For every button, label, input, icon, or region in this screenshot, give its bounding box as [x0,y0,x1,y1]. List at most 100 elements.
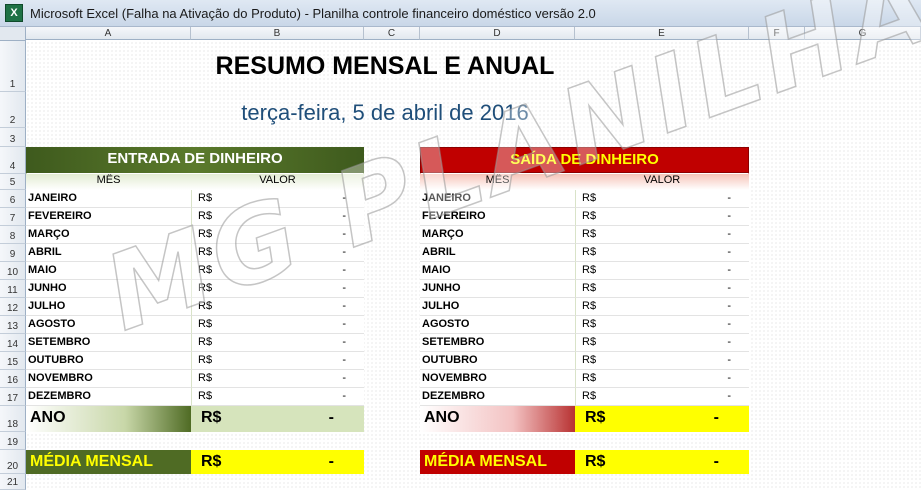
saida-month-4[interactable]: MAIO [420,262,575,280]
entrada-amount-8: - [342,336,346,348]
saida-header[interactable]: SAÍDA DE DINHEIRO [420,147,749,173]
saida-col-valor[interactable]: VALOR [575,174,749,190]
row-header-15[interactable]: 15 [0,352,26,370]
saida-value-10[interactable]: R$ - [575,370,749,388]
saida-month-9[interactable]: OUTUBRO [420,352,575,370]
excel-app-icon[interactable]: X [5,4,23,22]
column-header-g[interactable]: G [805,27,921,40]
entrada-value-6[interactable]: R$ - [191,298,364,316]
saida-ano-value[interactable]: R$ - [575,406,749,432]
saida-media-value[interactable]: R$ - [575,450,749,474]
entrada-month-2[interactable]: MARÇO [26,226,191,244]
column-header-c[interactable]: C [364,27,420,40]
entrada-value-5[interactable]: R$ - [191,280,364,298]
row-header-9[interactable]: 9 [0,244,26,262]
row-header-1[interactable]: 1 [0,41,26,92]
entrada-value-3[interactable]: R$ - [191,244,364,262]
entrada-currency-9: R$ [198,354,213,366]
saida-value-5[interactable]: R$ - [575,280,749,298]
saida-value-1[interactable]: R$ - [575,208,749,226]
entrada-ano-value[interactable]: R$ - [191,406,364,432]
entrada-value-11[interactable]: R$ - [191,388,364,406]
saida-value-7[interactable]: R$ - [575,316,749,334]
saida-value-3[interactable]: R$ - [575,244,749,262]
row-header-17[interactable]: 17 [0,388,26,406]
entrada-col-mes[interactable]: MÊS [26,174,191,190]
row-header-2[interactable]: 2 [0,92,26,128]
saida-month-6[interactable]: JULHO [420,298,575,316]
entrada-month-0[interactable]: JANEIRO [26,190,191,208]
entrada-value-2[interactable]: R$ - [191,226,364,244]
entrada-value-7[interactable]: R$ - [191,316,364,334]
saida-amount-2: - [727,228,731,240]
saida-col-mes[interactable]: MÊS [420,174,575,190]
entrada-ano-label[interactable]: ANO [26,406,191,432]
row-header-13[interactable]: 13 [0,316,26,334]
row-header-7[interactable]: 7 [0,208,26,226]
sheet-title[interactable]: RESUMO MENSAL E ANUAL [215,52,555,80]
entrada-month-5[interactable]: JUNHO [26,280,191,298]
saida-value-6[interactable]: R$ - [575,298,749,316]
saida-month-7[interactable]: AGOSTO [420,316,575,334]
saida-value-8[interactable]: R$ - [575,334,749,352]
row-header-6[interactable]: 6 [0,190,26,208]
entrada-month-8[interactable]: SETEMBRO [26,334,191,352]
entrada-col-valor[interactable]: VALOR [191,174,364,190]
row-header-18[interactable]: 18 [0,406,26,432]
saida-month-0[interactable]: JANEIRO [420,190,575,208]
row-header-16[interactable]: 16 [0,370,26,388]
entrada-media-label[interactable]: MÉDIA MENSAL [26,450,191,474]
row-header-8[interactable]: 8 [0,226,26,244]
entrada-month-3[interactable]: ABRIL [26,244,191,262]
window-title-bar[interactable]: X Microsoft Excel (Falha na Ativação do … [0,0,921,27]
saida-amount-9: - [727,354,731,366]
entrada-month-9[interactable]: OUTUBRO [26,352,191,370]
row-header-12[interactable]: 12 [0,298,26,316]
entrada-value-0[interactable]: R$ - [191,190,364,208]
saida-month-8[interactable]: SETEMBRO [420,334,575,352]
saida-month-1[interactable]: FEVEREIRO [420,208,575,226]
row-header-5[interactable]: 5 [0,174,26,190]
saida-value-0[interactable]: R$ - [575,190,749,208]
entrada-value-10[interactable]: R$ - [191,370,364,388]
saida-month-3[interactable]: ABRIL [420,244,575,262]
column-header-a[interactable]: A [26,27,191,40]
entrada-month-6[interactable]: JULHO [26,298,191,316]
row-header-11[interactable]: 11 [0,280,26,298]
saida-value-11[interactable]: R$ - [575,388,749,406]
saida-ano-label[interactable]: ANO [420,406,575,432]
saida-value-9[interactable]: R$ - [575,352,749,370]
corner-select-all[interactable] [0,27,26,41]
row-header-19[interactable]: 19 [0,432,26,450]
row-header-21[interactable]: 21 [0,474,26,490]
entrada-header[interactable]: ENTRADA DE DINHEIRO [26,147,364,173]
column-header-e[interactable]: E [575,27,749,40]
entrada-value-1[interactable]: R$ - [191,208,364,226]
saida-month-11[interactable]: DEZEMBRO [420,388,575,406]
entrada-month-1[interactable]: FEVEREIRO [26,208,191,226]
row-header-10[interactable]: 10 [0,262,26,280]
entrada-media-value[interactable]: R$ - [191,450,364,474]
saida-month-5[interactable]: JUNHO [420,280,575,298]
entrada-value-8[interactable]: R$ - [191,334,364,352]
saida-value-2[interactable]: R$ - [575,226,749,244]
saida-month-10[interactable]: NOVEMBRO [420,370,575,388]
row-header-4[interactable]: 4 [0,147,26,174]
entrada-month-7[interactable]: AGOSTO [26,316,191,334]
entrada-month-10[interactable]: NOVEMBRO [26,370,191,388]
entrada-month-4[interactable]: MAIO [26,262,191,280]
saida-media-label[interactable]: MÉDIA MENSAL [420,450,575,474]
row-header-20[interactable]: 20 [0,450,26,474]
entrada-value-4[interactable]: R$ - [191,262,364,280]
entrada-value-9[interactable]: R$ - [191,352,364,370]
entrada-month-11[interactable]: DEZEMBRO [26,388,191,406]
row-header-3[interactable]: 3 [0,128,26,147]
saida-month-2[interactable]: MARÇO [420,226,575,244]
current-date[interactable]: terça-feira, 5 de abril de 2016 [241,100,529,125]
column-header-d[interactable]: D [420,27,575,40]
column-header-b[interactable]: B [191,27,364,40]
saida-value-4[interactable]: R$ - [575,262,749,280]
column-header-f[interactable]: F [749,27,805,40]
entrada-ano-amount: - [328,409,334,426]
row-header-14[interactable]: 14 [0,334,26,352]
